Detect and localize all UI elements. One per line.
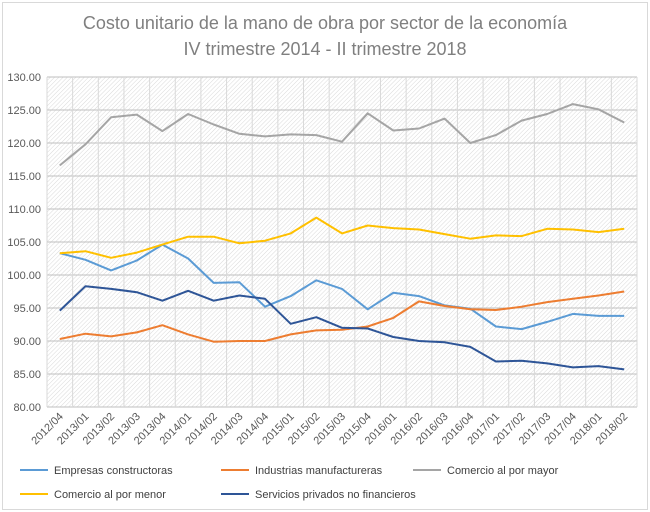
chart-title-line: Costo unitario de la mano de obra por se… bbox=[82, 13, 568, 33]
y-tick-label: 85.00 bbox=[13, 369, 41, 381]
y-tick-label: 110.00 bbox=[8, 204, 41, 216]
y-tick-label: 125.00 bbox=[7, 105, 41, 117]
chart-title: Costo unitario de la mano de obra por se… bbox=[0, 10, 650, 62]
series-line-3 bbox=[59, 103, 625, 167]
chart-subtitle-line: IV trimestre 2014 - II trimestre 2018 bbox=[183, 39, 467, 59]
y-tick-label: 115.00 bbox=[8, 171, 41, 183]
series-line-5 bbox=[59, 285, 625, 371]
y-tick-label: 80.00 bbox=[13, 402, 41, 414]
series-line-1 bbox=[59, 243, 625, 331]
legend-entry: Industrias manufactureras bbox=[255, 465, 383, 477]
series-line-4 bbox=[59, 216, 625, 259]
y-tick-label: 95.00 bbox=[13, 303, 41, 315]
y-tick-label: 90.00 bbox=[13, 336, 41, 348]
y-tick-label: 105.00 bbox=[7, 237, 41, 249]
legend-entry: Empresas constructoras bbox=[54, 465, 173, 477]
legend-entry: Comercio al por menor bbox=[54, 489, 166, 501]
y-tick-label: 120.00 bbox=[7, 138, 41, 150]
legend-entry: Comercio al por mayor bbox=[447, 465, 559, 477]
y-tick-label: 130.00 bbox=[7, 72, 41, 84]
y-tick-label: 100.00 bbox=[7, 270, 41, 282]
series-line-2 bbox=[59, 290, 625, 343]
legend-entry: Servicios privados no financieros bbox=[255, 489, 416, 501]
